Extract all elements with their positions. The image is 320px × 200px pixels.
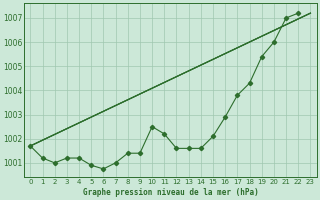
X-axis label: Graphe pression niveau de la mer (hPa): Graphe pression niveau de la mer (hPa) (83, 188, 258, 197)
